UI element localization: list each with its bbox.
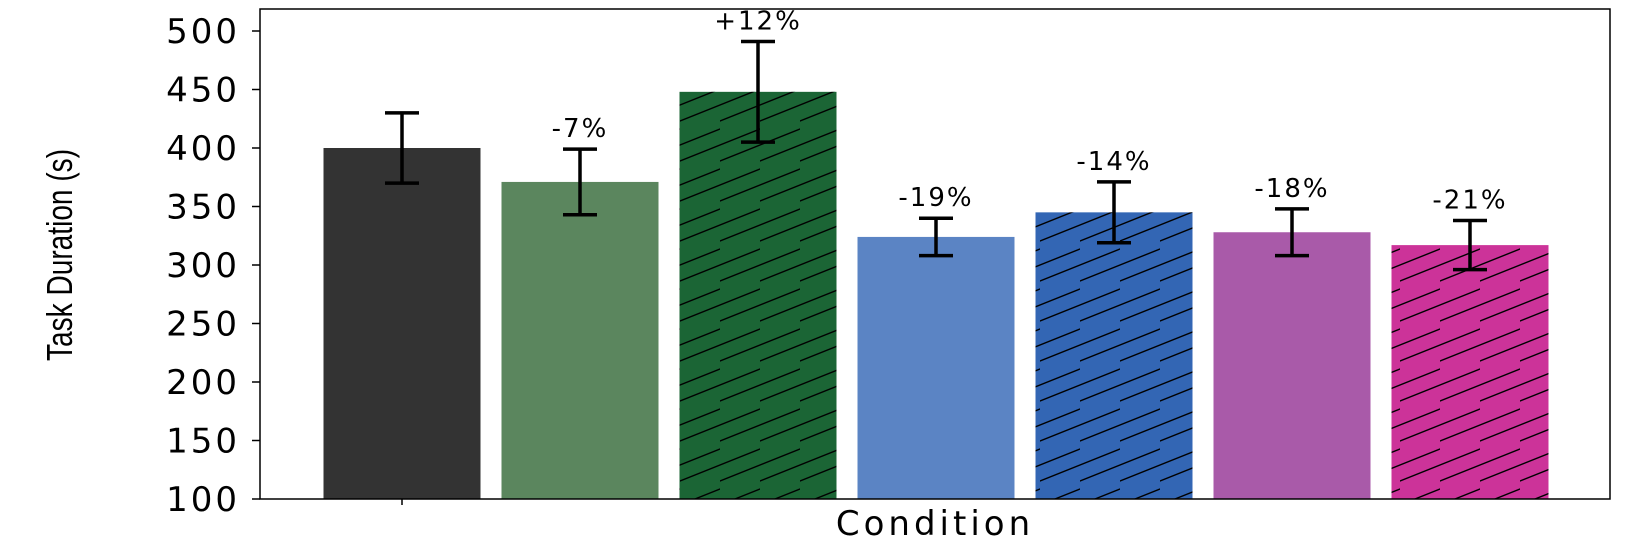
y-axis: 100 150 200 250 300 350 400 450 500 <box>166 12 260 520</box>
bar-value-label: -7% <box>552 114 609 144</box>
bar <box>501 181 659 499</box>
bar-value-label: -14% <box>1076 147 1151 177</box>
plot-frame <box>259 8 1611 500</box>
error-bar <box>563 147 597 217</box>
bar <box>857 236 1015 500</box>
error-bar <box>1453 218 1487 272</box>
bar-value-label: -19% <box>898 183 973 213</box>
bar-hatch <box>1391 245 1549 499</box>
y-tick-label: 150 <box>166 422 240 462</box>
y-tick-label: 400 <box>166 129 240 169</box>
error-bar <box>385 111 419 185</box>
bars-layer <box>323 91 1549 500</box>
y-axis-title: Task Duration (s) <box>40 149 80 361</box>
bar-value-label: -18% <box>1254 174 1329 204</box>
bar-hatch <box>1035 212 1193 499</box>
error-bar <box>1275 207 1309 258</box>
y-tick-label: 500 <box>166 12 240 52</box>
error-bars-layer <box>385 39 1487 272</box>
bar-labels-layer: -7% +12% -19% -14% -18% -21% <box>552 7 1507 216</box>
y-tick-label: 100 <box>166 480 240 520</box>
x-axis-title: Condition <box>836 504 1034 544</box>
bar-value-label: -21% <box>1432 186 1507 216</box>
bar-value-label: +12% <box>714 7 802 37</box>
y-tick-label: 300 <box>166 246 240 286</box>
error-bar <box>1097 180 1131 245</box>
bar-hatch <box>679 91 837 499</box>
y-tick-label: 250 <box>166 305 240 345</box>
bar <box>323 148 481 499</box>
y-tick-label: 350 <box>166 188 240 228</box>
y-tick-label: 200 <box>166 363 240 403</box>
error-bar <box>741 39 775 144</box>
y-tick-label: 450 <box>166 71 240 111</box>
bar <box>1213 232 1371 500</box>
error-bar <box>919 216 953 258</box>
